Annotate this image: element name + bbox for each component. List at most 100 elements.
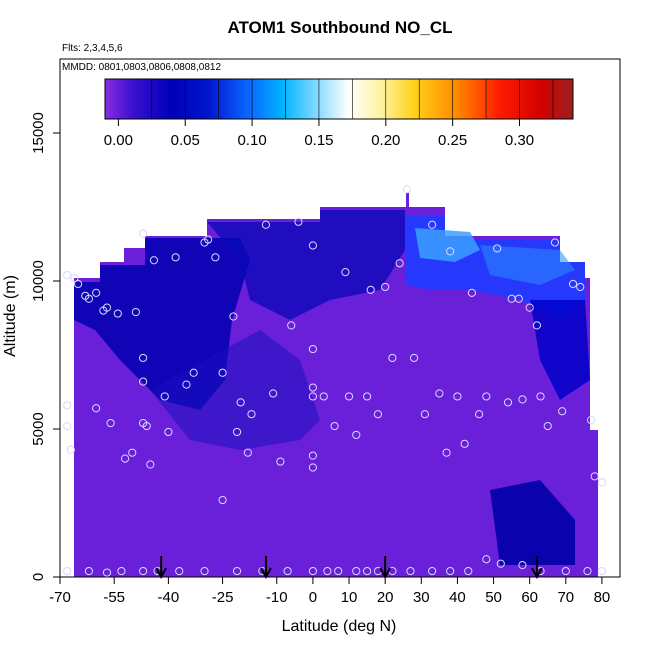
sample-point: [92, 404, 101, 413]
sample-point: [446, 247, 455, 256]
sample-point: [189, 368, 198, 377]
sample-point: [583, 566, 592, 576]
colorbar: 0.00 0.05 0.10 0.15 0.20 0.25 0.30: [104, 78, 574, 149]
arrow-marker: [379, 556, 392, 580]
sample-point: [73, 279, 83, 289]
sample-point: [294, 217, 303, 226]
sample-point: [428, 220, 437, 229]
heatmap-field: [74, 193, 598, 577]
sample-point: [171, 253, 180, 262]
y-axis: 0 5000 10000 15000: [30, 112, 60, 581]
sample-point: [597, 566, 607, 576]
x-tick-label: 20: [377, 589, 394, 606]
sample-point: [352, 566, 361, 576]
sample-point: [218, 368, 227, 377]
sample-point: [138, 566, 148, 576]
colorbar-tick-label: 0.05: [171, 132, 200, 149]
sample-point: [138, 353, 148, 363]
sample-point: [102, 303, 112, 312]
sample-point: [308, 451, 318, 460]
sample-point: [334, 566, 343, 576]
sample-point: [558, 407, 567, 416]
x-tick-label: 30: [413, 589, 430, 606]
sample-point: [442, 448, 451, 457]
sample-point: [402, 185, 411, 194]
y-tick-label: 10000: [30, 260, 47, 302]
sample-point: [63, 270, 72, 280]
sample-point: [131, 307, 140, 317]
sample-point: [543, 421, 552, 431]
colorbar-tick-label: 0.25: [438, 132, 467, 149]
field-tropical-band: [207, 210, 405, 320]
sample-point: [464, 566, 473, 576]
field-arctic-surface: [490, 480, 575, 565]
sample-point: [373, 410, 383, 419]
sample-point: [446, 566, 455, 576]
x-tick-label: 0: [309, 589, 317, 606]
sample-point: [113, 309, 122, 318]
sample-point: [323, 566, 332, 576]
sample-point: [182, 380, 191, 389]
sample-point: [84, 566, 94, 576]
sample-point: [482, 555, 491, 564]
colorbar-tick-label: 0.30: [505, 132, 534, 149]
sample-point: [164, 427, 173, 437]
x-tick-label: -40: [158, 589, 180, 606]
x-tick-label: -25: [212, 589, 234, 606]
sample-point: [503, 398, 513, 407]
sample-point: [160, 392, 169, 401]
sample-point: [66, 445, 75, 454]
y-tick-label: 5000: [30, 412, 47, 445]
chart-title: ATOM1 Southbound NO_CL: [227, 18, 453, 37]
sample-point: [236, 398, 245, 407]
sample-point: [330, 421, 339, 431]
sample-point: [518, 395, 527, 404]
arrow-marker: [531, 556, 543, 580]
sample-point: [597, 478, 607, 487]
sample-point: [138, 377, 148, 386]
sample-point: [525, 303, 534, 312]
x-axis: -70 -55 -40 -25 -10 0 10 20 30 40 50 60 70 80: [49, 577, 610, 606]
sample-point: [146, 460, 155, 469]
colorbar-gradient: [104, 78, 574, 120]
x-tick-label: 40: [449, 589, 466, 606]
sample-point: [106, 418, 115, 428]
sample-point: [283, 566, 292, 576]
x-tick-label: 70: [557, 589, 574, 606]
sample-point: [63, 566, 72, 576]
sample-point: [175, 566, 184, 576]
y-axis-title: Altitude (m): [2, 275, 19, 357]
x-tick-label: 60: [521, 589, 538, 606]
sample-point: [287, 321, 296, 330]
colorbar-tick-label: 0.20: [371, 132, 400, 149]
sample-point: [381, 282, 390, 292]
sample-point: [435, 389, 444, 398]
x-tick-label: 80: [594, 589, 611, 606]
sample-point: [576, 282, 585, 292]
dates-note: MMDD: 0801,0803,0806,0808,0812: [62, 62, 222, 73]
sample-point: [532, 321, 542, 330]
sample-point: [232, 566, 242, 576]
sample-point: [63, 401, 72, 410]
sample-point: [496, 559, 505, 568]
x-axis-title: Latitude (deg N): [282, 618, 397, 635]
x-tick-label: -10: [266, 589, 288, 606]
sample-point: [218, 495, 227, 505]
sample-point: [550, 238, 560, 247]
sample-point: [308, 392, 318, 401]
sample-point: [229, 312, 238, 321]
y-tick-label: 15000: [30, 112, 47, 154]
sample-point: [92, 288, 101, 297]
sample-point: [308, 344, 318, 354]
sample-point: [474, 410, 484, 419]
sample-point: [102, 568, 112, 577]
sample-point: [117, 566, 126, 576]
x-tick-label: -55: [103, 589, 125, 606]
sample-point: [366, 285, 375, 294]
sample-point: [352, 430, 361, 440]
sample-point: [514, 294, 523, 303]
arrow-marker: [155, 556, 168, 580]
sample-point: [428, 566, 437, 576]
sample-point: [568, 279, 578, 289]
sample-point: [409, 353, 419, 363]
